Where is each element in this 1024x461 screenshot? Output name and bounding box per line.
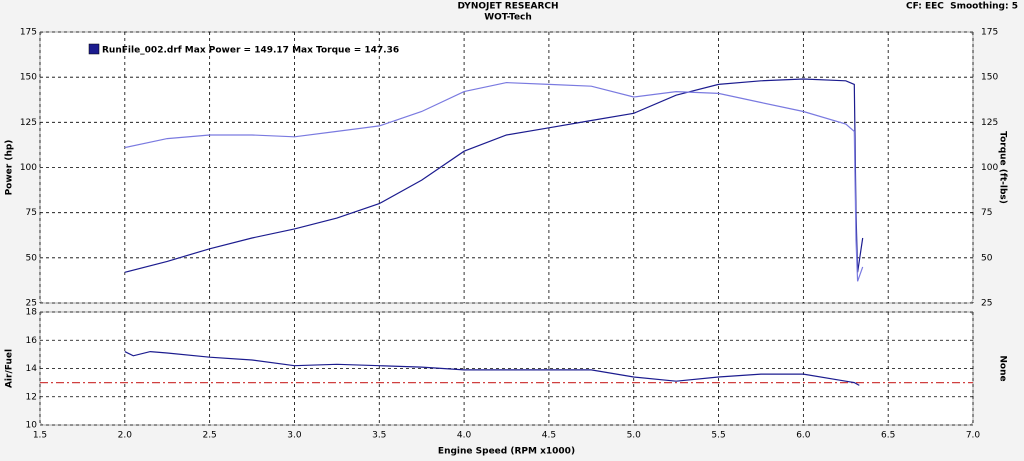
legend-text: RunFile_002.drf Max Power = 149.17 Max T… [102,46,399,56]
y2-tick-label: 25 [981,299,992,309]
y-tick-label: 16 [26,336,38,346]
x-tick-label: 5.5 [711,431,725,441]
x-tick-label: 6.0 [796,431,811,441]
y2-tick-label: 150 [981,73,998,83]
x-tick-label: 4.5 [542,431,556,441]
y-tick-label: 100 [20,163,37,173]
y-tick-label: 150 [20,73,37,83]
y-tick-label: 14 [26,364,38,374]
y-tick-label: 25 [26,299,37,309]
y2-axis-label: Torque (ft-lbs) [998,131,1008,204]
legend-swatch [88,43,100,55]
x-tick-label: 2.0 [118,431,133,441]
y2-tick-label: 50 [981,253,993,263]
settings: CF: EEC Smoothing: 5 [906,2,1018,12]
x-tick-label: 6.5 [881,431,895,441]
y2-tick-label: 125 [981,118,998,128]
y-tick-label: 12 [26,392,37,402]
y-tick-label: 18 [26,308,38,318]
x-tick-label: 3.0 [287,431,302,441]
series-line [124,78,864,273]
x-tick-label: 5.0 [627,431,642,441]
x-tick-label: 1.5 [33,431,47,441]
y-tick-label: 75 [26,208,37,218]
x-tick-label: 3.5 [372,431,386,441]
y2-tick-label: 75 [981,208,992,218]
y2-axis-label: None [998,355,1008,381]
y2-tick-label: 100 [981,163,998,173]
y-tick-label: 10 [26,421,38,431]
y-axis-label: Power (hp) [5,140,15,196]
y-axis-label: Air/Fuel [5,349,15,388]
x-tick-label: 7.0 [966,431,981,441]
series-line [124,350,860,386]
x-tick-label: 4.0 [457,431,472,441]
x-axis-label: Engine Speed (RPM x1000) [438,447,575,457]
y-tick-label: 175 [20,28,37,38]
y-tick-label: 50 [26,253,38,263]
y-tick-label: 125 [20,118,37,128]
chart-title: DYNOJET RESEARCH [457,2,558,12]
series-line [124,81,864,282]
x-tick-label: 2.5 [202,431,216,441]
y2-tick-label: 175 [981,28,998,38]
chart-subtitle: WOT-Tech [484,13,532,23]
